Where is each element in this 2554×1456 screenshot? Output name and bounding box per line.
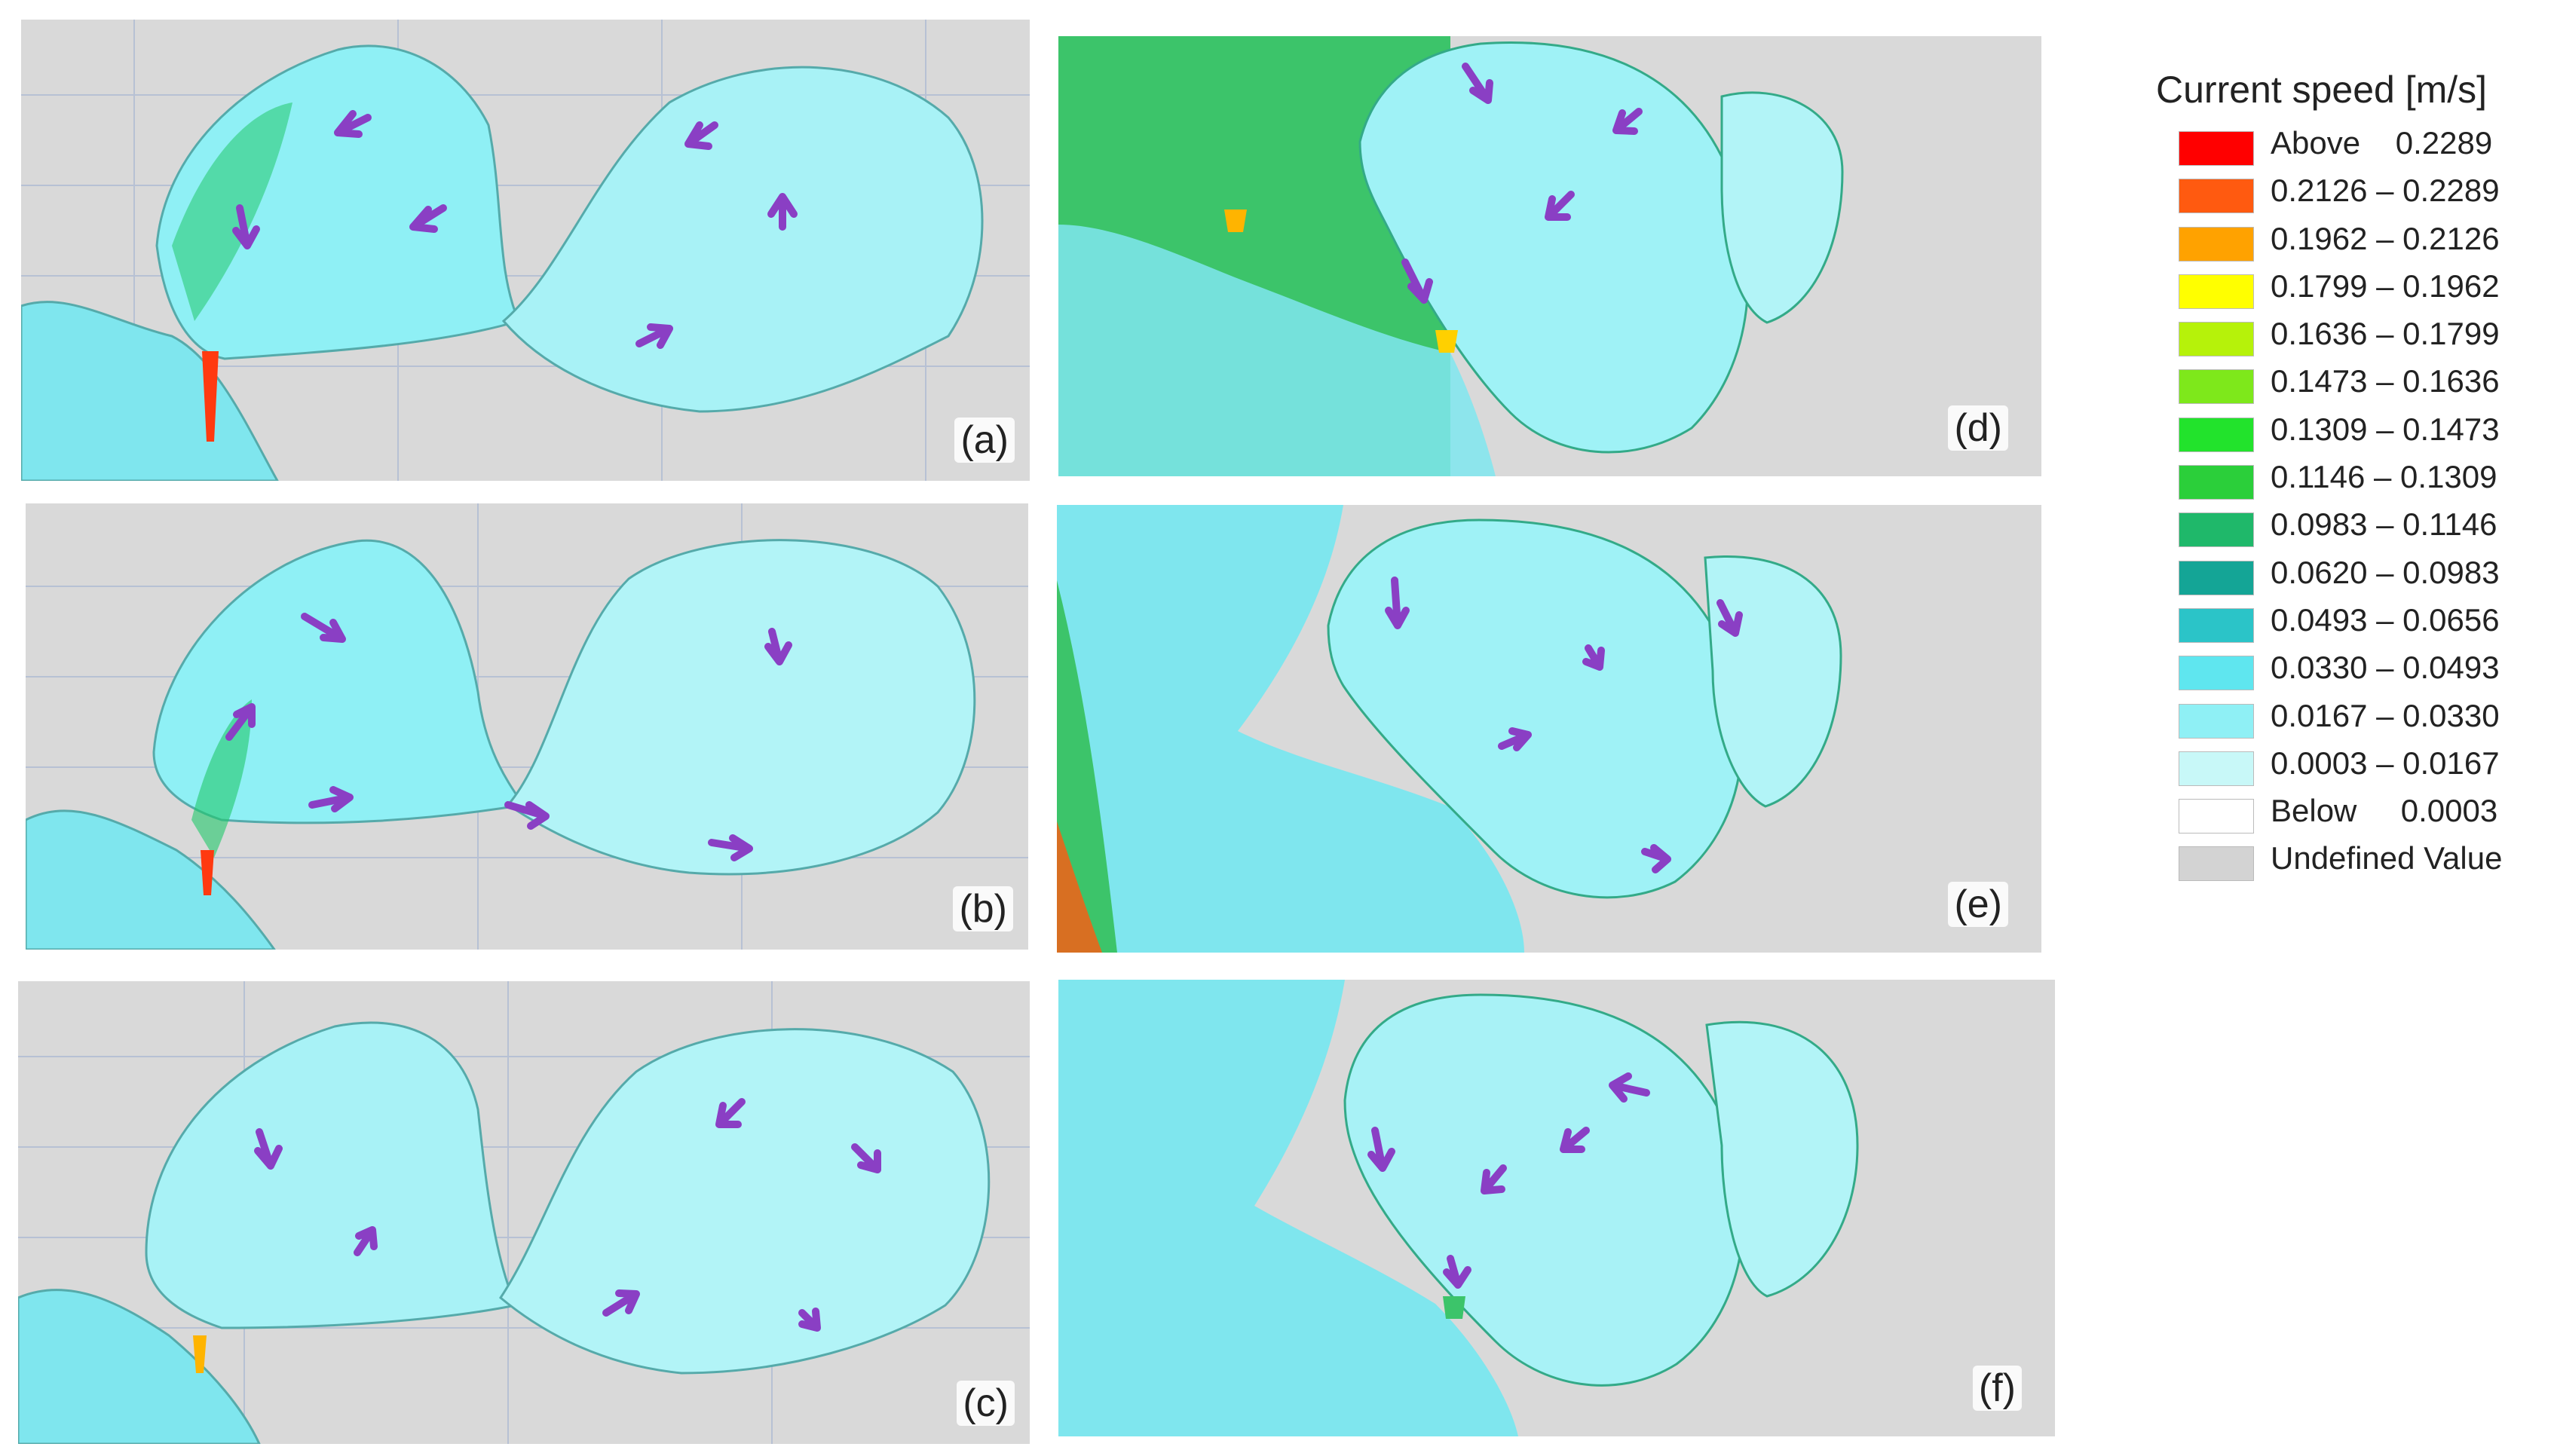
- legend-entry: 0.0983 – 0.1146: [2156, 503, 2548, 551]
- panel-e: (e): [1057, 505, 2041, 953]
- basin-right: [1720, 91, 1844, 324]
- hot-region: [1057, 821, 1102, 953]
- legend-swatch: [2179, 560, 2254, 595]
- legend-swatch: [2179, 417, 2254, 452]
- legend-label: 0.1636 – 0.1799: [2271, 316, 2500, 352]
- legend-entry: 0.1473 – 0.1636: [2156, 360, 2548, 408]
- legend-label: 0.1799 – 0.1962: [2271, 268, 2500, 304]
- basin-left: [1057, 505, 1524, 953]
- panel-label: (e): [1948, 882, 2008, 927]
- legend-entry: 0.1146 – 0.1309: [2156, 456, 2548, 503]
- legend-label: 0.1146 – 0.1309: [2271, 459, 2497, 495]
- legend-label: 0.1962 – 0.2126: [2271, 220, 2500, 256]
- basin-right: [1705, 1020, 1859, 1298]
- panel-label: (b): [953, 886, 1013, 931]
- current-speed-map-a: [21, 20, 1030, 481]
- panel-label: (c): [957, 1381, 1015, 1426]
- hot-spot: [1224, 210, 1247, 232]
- legend-swatch: [2179, 179, 2254, 214]
- panel-f: (f): [1058, 980, 2055, 1436]
- panel-a: (a): [21, 20, 1030, 481]
- current-speed-map-c: [18, 981, 1030, 1444]
- legend-label: 0.0167 – 0.0330: [2271, 697, 2500, 733]
- legend-swatch: [2179, 799, 2254, 834]
- legend-label: Above 0.2289: [2271, 125, 2493, 161]
- legend-swatch: [2179, 131, 2254, 166]
- legend-entry: 0.0330 – 0.0493: [2156, 647, 2548, 694]
- legend-entry: 0.1799 – 0.1962: [2156, 265, 2548, 313]
- legend-entry: 0.0493 – 0.0656: [2156, 599, 2548, 647]
- basin-right: [499, 1028, 991, 1375]
- legend-label: 0.0983 – 0.1146: [2271, 506, 2497, 543]
- hot-spot: [1435, 330, 1458, 353]
- panel-label: (f): [1972, 1366, 2022, 1411]
- current-speed-map-e: [1057, 505, 1842, 953]
- legend-entry: Above 0.2289: [2156, 122, 2548, 170]
- legend-label: 0.0003 – 0.0167: [2271, 745, 2500, 781]
- current-speed-map-d: [1058, 36, 1844, 476]
- flow-arrows: [225, 613, 792, 861]
- legend-swatch: [2179, 846, 2254, 882]
- legend-label: 0.1309 – 0.1473: [2271, 411, 2500, 447]
- legend-label: 0.0620 – 0.0983: [2271, 554, 2500, 590]
- legend-label: 0.2126 – 0.2289: [2271, 173, 2500, 209]
- inlet-jet: [201, 850, 214, 895]
- panel-label: (a): [954, 418, 1015, 463]
- basin-left: [1058, 225, 1496, 476]
- legend-swatch: [2179, 703, 2254, 739]
- panel-c: (c): [18, 981, 1030, 1444]
- legend-entry: 0.0003 – 0.0167: [2156, 742, 2548, 790]
- legend-entry: 0.0167 – 0.0330: [2156, 695, 2548, 742]
- current-speed-map-b: [26, 503, 1028, 950]
- legend-swatch: [2179, 656, 2254, 691]
- flow-arrows: [1367, 1072, 1650, 1289]
- high-speed-zone: [172, 102, 292, 321]
- legend-swatch: [2179, 751, 2254, 786]
- legend-swatch: [2179, 465, 2254, 500]
- flow-arrows: [232, 110, 798, 349]
- legend-label: 0.0493 – 0.0656: [2271, 601, 2500, 638]
- legend-swatch: [2179, 512, 2254, 548]
- basin-left: [1058, 980, 1518, 1436]
- legend-swatch: [2179, 607, 2254, 643]
- legend-entry: 0.0620 – 0.0983: [2156, 552, 2548, 599]
- current-speed-map-f: [1058, 980, 1859, 1436]
- inlet-jet: [193, 1335, 207, 1373]
- panel-d: (d): [1058, 36, 2041, 476]
- legend-entry: 0.1309 – 0.1473: [2156, 408, 2548, 456]
- legend-entry: 0.1636 – 0.1799: [2156, 313, 2548, 360]
- legend-entry: Undefined Value: [2156, 837, 2548, 885]
- legend-swatch: [2179, 369, 2254, 405]
- legend-entries: Above 0.2289 0.2126 – 0.2289 0.1962 – 0.21…: [2156, 122, 2548, 886]
- legend-entry: Below 0.0003: [2156, 790, 2548, 837]
- hot-spot: [1443, 1296, 1465, 1319]
- legend-swatch: [2179, 274, 2254, 309]
- panel-label: (d): [1948, 405, 2008, 451]
- flow-arrows: [1385, 577, 1743, 873]
- high-speed-zone: [191, 699, 252, 858]
- panel-b: (b): [26, 503, 1028, 950]
- legend: Current speed [m/s] Above 0.2289 0.2126 –…: [2156, 68, 2548, 886]
- inlet-jet: [202, 351, 219, 442]
- basin-left: [145, 1021, 518, 1329]
- basin-right: [501, 66, 984, 413]
- basin-lower-left: [26, 809, 276, 950]
- legend-swatch: [2179, 226, 2254, 262]
- legend-title: Current speed [m/s]: [2156, 69, 2488, 111]
- basin-lower-left: [18, 1289, 261, 1444]
- legend-label: 0.1473 – 0.1636: [2271, 363, 2500, 399]
- basin-right: [506, 539, 976, 876]
- basin-main: [1327, 518, 1744, 899]
- legend-label: Below 0.0003: [2271, 793, 2498, 829]
- green-region: [1057, 580, 1117, 953]
- legend-swatch: [2179, 322, 2254, 357]
- basin-left: [155, 44, 521, 360]
- flow-arrows: [254, 1098, 881, 1332]
- flow-arrows: [1401, 63, 1643, 304]
- legend-entry: 0.1962 – 0.2126: [2156, 218, 2548, 265]
- legend-entry: 0.2126 – 0.2289: [2156, 170, 2548, 217]
- legend-label: Undefined Value: [2271, 840, 2503, 876]
- legend-label: 0.0330 – 0.0493: [2271, 650, 2500, 686]
